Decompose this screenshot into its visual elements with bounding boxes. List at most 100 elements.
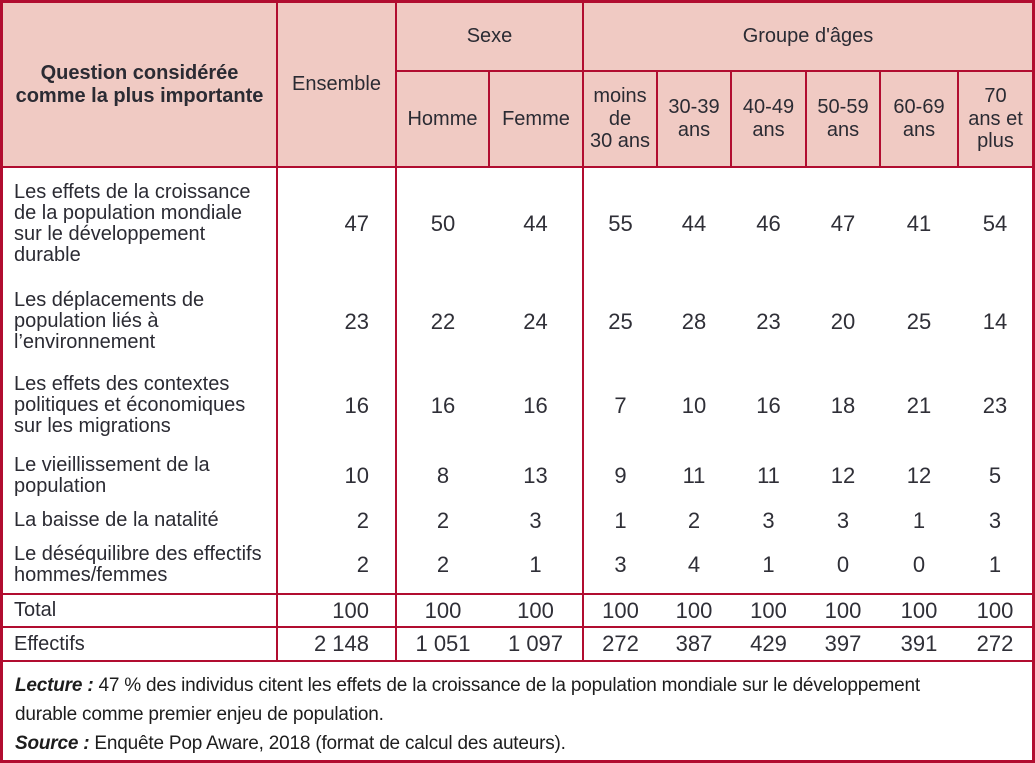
- row-label: Effectifs: [3, 626, 278, 662]
- cell-age-30-39: 10: [681, 392, 707, 418]
- row-label: Le vieillissement de la population: [3, 447, 278, 504]
- cell-homme: 1 051: [396, 626, 489, 662]
- col-header-femme: Femme: [488, 70, 584, 168]
- col-header-ensemble: Ensemble: [276, 3, 397, 168]
- table-body: Les effets de la croissance de la popula…: [3, 167, 1032, 662]
- header-row-groups: Question considérée comme la plus import…: [3, 3, 1032, 168]
- cell-homme: 2: [436, 552, 450, 577]
- total-row: Total 100 100 100 100 100 100 100 100 10…: [3, 593, 1032, 627]
- cell-age-under30: 7: [614, 392, 627, 418]
- cell-age-50-59: 100: [806, 593, 880, 627]
- cell-ensemble: 23: [277, 279, 397, 364]
- cell-ensemble: 47: [277, 167, 397, 279]
- col-header-age-30-39: 30-39 ans: [656, 70, 732, 168]
- col-header-age-40-49: 40-49 ans: [730, 70, 807, 168]
- cell-age-50-59: 3: [836, 507, 850, 533]
- row-label: Les effets de la croissance de la popula…: [3, 167, 278, 279]
- cell-age-70plus: 23: [982, 392, 1008, 418]
- cell-age-60-69: 25: [906, 308, 932, 334]
- cell-age-under30: 9: [614, 462, 627, 488]
- col-header-age-50-59: 50-59 ans: [805, 70, 881, 168]
- cell-age-40-49: 429: [731, 626, 806, 662]
- cell-femme: 100: [489, 593, 584, 627]
- col-header-question: Question considérée comme la plus import…: [3, 3, 278, 168]
- cell-age-50-59: 18: [830, 392, 856, 418]
- cell-age-30-39: 4: [687, 552, 701, 577]
- cell-age-70plus: 272: [958, 626, 1032, 662]
- cell-age-70plus: 100: [958, 593, 1032, 627]
- cell-age-50-59: 20: [830, 308, 856, 334]
- col-header-age-under30: moins de 30 ans: [582, 70, 658, 168]
- table-row: Les effets de la croissance de la popula…: [3, 167, 1032, 279]
- cell-femme: 24: [489, 279, 584, 364]
- lecture-label: Lecture :: [15, 675, 94, 696]
- header-row-subcolumns: Homme Femme moins de 30 ans 30-39 ans 40…: [3, 70, 1032, 168]
- cell-age-40-49: 16: [756, 392, 781, 418]
- cell-age-under30: 100: [583, 593, 657, 627]
- cell-age-70plus: 14: [982, 308, 1008, 334]
- table-row: Le vieillissement de la population 10 8 …: [3, 447, 1032, 504]
- cell-age-40-49: 11: [757, 462, 780, 488]
- row-label: Total: [3, 593, 278, 627]
- source-note: Source : Enquête Pop Aware, 2018 (format …: [15, 729, 1020, 758]
- cell-ensemble: 2: [277, 504, 397, 537]
- cell-femme: 1 097: [489, 626, 584, 662]
- cell-age-40-49: 100: [731, 593, 806, 627]
- cell-ensemble: 100: [277, 593, 397, 627]
- table-row: La baisse de la natalité 2 2 3 1 2 3 3 1…: [3, 504, 1032, 537]
- cell-homme: 22: [430, 308, 456, 334]
- cell-age-30-39: 11: [682, 462, 706, 488]
- cell-age-50-59: 47: [830, 210, 856, 236]
- cell-femme: 44: [489, 167, 584, 279]
- lecture-text: 47 % des individus citent les effets de …: [15, 675, 920, 725]
- cell-age-under30: 25: [608, 308, 633, 334]
- table-row: Les déplacements de population liés à l’…: [3, 279, 1032, 364]
- cell-age-50-59: 397: [806, 626, 880, 662]
- cell-age-under30: 1: [614, 507, 627, 533]
- cell-age-60-69: 1: [912, 507, 926, 533]
- table-row: Les effets des contextes politiques et é…: [3, 364, 1032, 447]
- cell-age-50-59: 0: [836, 552, 850, 577]
- cell-femme: 1: [489, 537, 584, 594]
- cell-ensemble: 2 148: [277, 626, 397, 662]
- cell-femme: 13: [489, 447, 584, 504]
- cell-ensemble: 10: [277, 447, 397, 504]
- table-row: Le déséquilibre des effectifs hommes/fem…: [3, 537, 1032, 594]
- cell-age-60-69: 12: [906, 462, 932, 488]
- source-text: Enquête Pop Aware, 2018 (format de calcu…: [94, 733, 566, 754]
- col-header-age-70plus: 70 ans et plus: [956, 70, 1032, 168]
- col-header-age-60-69: 60-69 ans: [879, 70, 959, 168]
- cell-age-70plus: 3: [988, 507, 1002, 533]
- effectifs-row: Effectifs 2 148 1 051 1 097 272 387 429 …: [3, 626, 1032, 662]
- cell-age-30-39: 28: [681, 308, 707, 334]
- cell-age-50-59: 12: [830, 462, 856, 488]
- table-header: Question considérée comme la plus import…: [3, 3, 1032, 168]
- table-footnotes: Lecture :47 % des individus citent les e…: [3, 662, 1032, 758]
- cell-age-40-49: 46: [756, 210, 781, 236]
- cell-ensemble: 16: [277, 364, 397, 447]
- cell-age-60-69: 0: [912, 552, 926, 577]
- cell-age-60-69: 41: [906, 210, 932, 236]
- row-label: Les déplacements de population liés à l’…: [3, 279, 278, 364]
- cell-femme: 16: [489, 364, 584, 447]
- cell-ensemble: 2: [277, 537, 397, 594]
- cell-age-30-39: 44: [681, 210, 707, 236]
- cell-age-30-39: 2: [687, 507, 701, 533]
- row-label: Le déséquilibre des effectifs hommes/fem…: [3, 537, 278, 594]
- col-group-sexe: Sexe: [395, 3, 584, 72]
- cell-age-60-69: 21: [906, 392, 932, 418]
- cell-age-under30: 55: [608, 210, 633, 236]
- lecture-note: Lecture :47 % des individus citent les e…: [15, 671, 1020, 729]
- cell-age-30-39: 387: [657, 626, 731, 662]
- cell-homme: 16: [430, 392, 456, 418]
- col-group-ages: Groupe d'âges: [581, 3, 1032, 72]
- source-label: Source :: [15, 733, 90, 754]
- cell-age-70plus: 1: [988, 552, 1002, 577]
- cell-homme: 8: [436, 462, 450, 488]
- col-header-homme: Homme: [396, 70, 490, 168]
- survey-results-table: Question considérée comme la plus import…: [3, 3, 1032, 662]
- cell-homme: 2: [436, 507, 450, 533]
- cell-age-60-69: 100: [880, 593, 958, 627]
- cell-age-70plus: 54: [982, 210, 1008, 236]
- cell-age-70plus: 5: [988, 462, 1002, 488]
